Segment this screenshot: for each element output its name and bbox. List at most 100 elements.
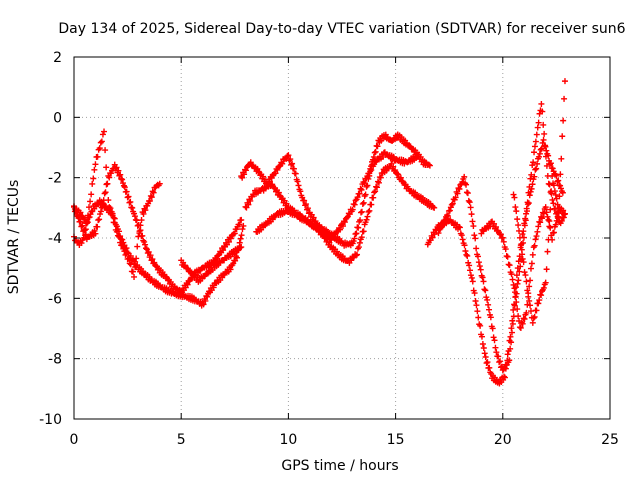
data-point — [456, 185, 463, 192]
data-point — [535, 153, 542, 160]
data-point — [508, 329, 515, 336]
data-point — [140, 210, 147, 217]
data-point — [560, 117, 567, 124]
data-point — [561, 95, 568, 102]
data-point — [471, 290, 478, 297]
data-point — [368, 201, 375, 208]
data-point — [117, 171, 124, 178]
data-point — [431, 231, 438, 238]
data-point — [84, 219, 91, 226]
data-point — [467, 204, 474, 211]
data-point — [425, 161, 432, 168]
data-point — [553, 217, 560, 224]
data-point — [469, 278, 476, 285]
data-point — [532, 138, 539, 145]
data-point — [257, 172, 264, 179]
data-point — [546, 218, 553, 225]
data-point — [137, 227, 144, 234]
data-point — [507, 333, 514, 340]
data-point — [99, 200, 106, 207]
data-point — [559, 133, 566, 140]
data-point — [103, 164, 110, 171]
data-point — [516, 234, 523, 241]
data-point — [134, 222, 141, 229]
data-point — [414, 153, 421, 160]
data-point — [210, 284, 217, 291]
data-point — [126, 199, 133, 206]
data-point — [477, 266, 484, 273]
data-point — [463, 251, 470, 258]
data-point — [524, 199, 531, 206]
data-point — [92, 230, 99, 237]
data-point — [77, 218, 84, 225]
data-point — [489, 325, 496, 332]
data-point — [100, 197, 107, 204]
data-point — [529, 319, 536, 326]
data-point — [275, 189, 282, 196]
data-point — [504, 253, 511, 260]
data-point — [546, 161, 553, 168]
data-point — [513, 208, 520, 215]
data-point — [149, 188, 156, 195]
data-point — [528, 171, 535, 178]
data-point — [536, 297, 543, 304]
data-point — [561, 78, 568, 85]
data-point — [549, 165, 556, 172]
data-point — [511, 285, 518, 292]
data-point — [537, 219, 544, 226]
data-point — [122, 251, 129, 258]
data-point — [356, 190, 363, 197]
data-point — [475, 259, 482, 266]
data-point — [109, 212, 116, 219]
data-point — [142, 245, 149, 252]
data-point — [238, 216, 245, 223]
data-point — [473, 302, 480, 309]
x-tick-label: 20 — [494, 432, 512, 448]
data-point — [355, 224, 362, 231]
data-point — [519, 255, 526, 262]
data-point — [542, 142, 549, 149]
data-point — [184, 281, 191, 288]
data-point — [561, 210, 568, 217]
data-point — [463, 181, 470, 188]
data-point — [239, 174, 246, 181]
data-point — [533, 165, 540, 172]
data-point — [357, 185, 364, 192]
data-point — [527, 265, 534, 272]
data-point — [531, 242, 538, 249]
x-tick-label: 15 — [387, 432, 405, 448]
data-point — [358, 186, 365, 193]
data-point — [429, 234, 436, 241]
data-point — [374, 178, 381, 185]
data-point — [517, 263, 524, 270]
data-point — [533, 233, 540, 240]
x-tick-label: 0 — [70, 432, 79, 448]
data-point — [483, 360, 490, 367]
data-point — [540, 121, 547, 128]
data-point — [516, 324, 523, 331]
data-point — [362, 191, 369, 198]
data-point — [121, 184, 128, 191]
data-point — [557, 171, 564, 178]
data-point — [101, 128, 108, 135]
data-point — [558, 217, 565, 224]
data-point — [303, 201, 310, 208]
data-point — [351, 235, 358, 242]
data-point — [527, 277, 534, 284]
data-point — [107, 205, 114, 212]
data-point — [213, 256, 220, 263]
data-point — [231, 230, 238, 237]
data-point — [146, 197, 153, 204]
data-point — [491, 337, 498, 344]
data-point — [475, 314, 482, 321]
data-point — [470, 223, 477, 230]
data-point — [217, 248, 224, 255]
data-point — [359, 200, 366, 207]
data-point — [133, 217, 140, 224]
data-point — [375, 179, 382, 186]
data-point — [452, 194, 459, 201]
data-point — [546, 181, 553, 188]
data-point — [361, 180, 368, 187]
data-point — [458, 232, 465, 239]
data-point — [542, 204, 549, 211]
